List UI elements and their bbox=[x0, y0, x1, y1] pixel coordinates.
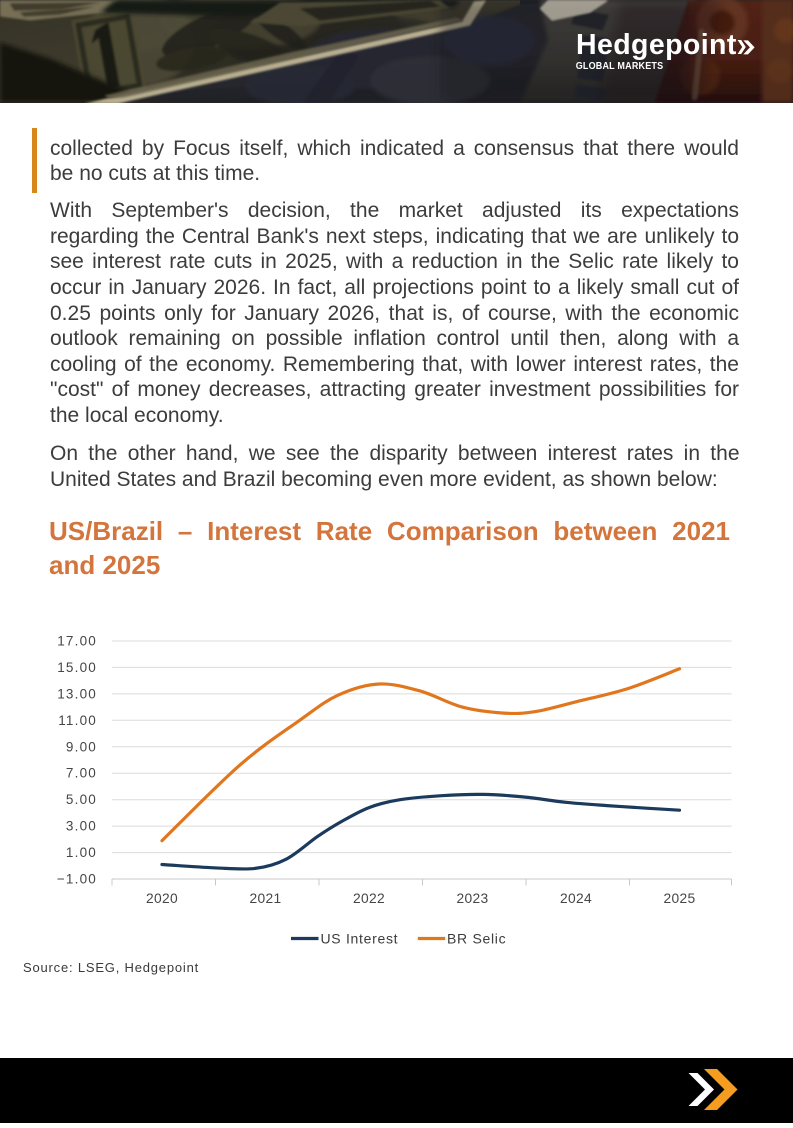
svg-text:2021: 2021 bbox=[250, 891, 282, 906]
svg-text:2024: 2024 bbox=[560, 891, 592, 906]
svg-text:15.00: 15.00 bbox=[57, 660, 97, 675]
svg-text:7.00: 7.00 bbox=[66, 766, 97, 781]
svg-text:17.00: 17.00 bbox=[57, 634, 97, 649]
svg-text:1.00: 1.00 bbox=[66, 845, 97, 860]
svg-text:3.00: 3.00 bbox=[66, 819, 97, 834]
svg-text:13.00: 13.00 bbox=[57, 686, 97, 701]
svg-text:11.00: 11.00 bbox=[58, 713, 97, 728]
svg-text:−1.00: −1.00 bbox=[57, 872, 97, 887]
svg-text:BR Selic: BR Selic bbox=[447, 931, 506, 947]
svg-text:2022: 2022 bbox=[353, 891, 385, 906]
svg-text:2023: 2023 bbox=[457, 891, 489, 906]
svg-text:2020: 2020 bbox=[146, 891, 178, 906]
svg-text:US Interest: US Interest bbox=[321, 931, 399, 947]
svg-text:2025: 2025 bbox=[664, 891, 696, 906]
svg-text:9.00: 9.00 bbox=[66, 739, 97, 754]
svg-text:5.00: 5.00 bbox=[66, 792, 97, 807]
